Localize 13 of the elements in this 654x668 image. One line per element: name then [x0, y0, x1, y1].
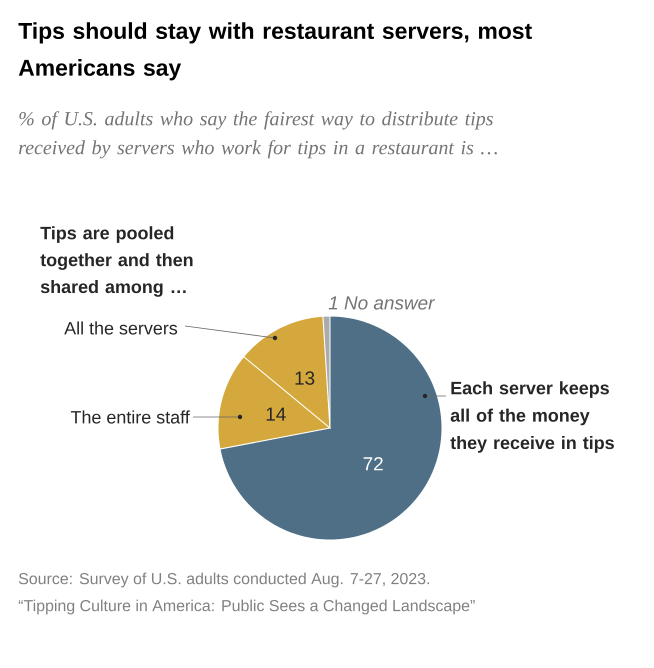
data-label: 14 — [266, 408, 286, 421]
slice-label: Each server keeps all of the money they receive in tips — [450, 381, 614, 453]
data-label: 1 — [328, 296, 338, 310]
chart-subtitle: % of U.S. adults who say the fairest way to distribute tips received by servers who work for tips in a restaurant is … — [19, 111, 497, 158]
slice-label: No answer — [344, 296, 436, 310]
slice-label: The entire staff — [70, 410, 190, 424]
data-label: 13 — [295, 371, 314, 385]
data-label: 72 — [364, 457, 383, 470]
text: “Tipping Culture in America: Public Sees a Changed Landscape” — [18, 600, 475, 614]
chart-title: Tips should stay with restaurant servers, most Americans say — [18, 22, 532, 80]
slice-label: All the servers — [64, 321, 178, 335]
text: Tips are pooled together and then shared among … — [40, 226, 192, 297]
source-note: Source: Survey of U.S. adults conducted Aug. 7-27, 2023. — [18, 572, 430, 588]
